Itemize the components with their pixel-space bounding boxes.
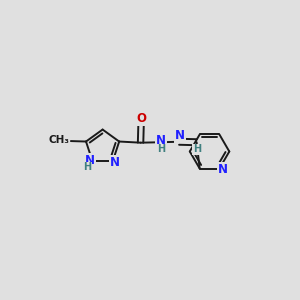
Text: H: H	[157, 144, 165, 154]
Text: H: H	[83, 162, 91, 172]
Text: N: N	[110, 156, 120, 169]
Text: H: H	[193, 144, 201, 154]
Text: N: N	[85, 154, 94, 167]
Text: N: N	[156, 134, 166, 147]
Text: CH₃: CH₃	[49, 135, 70, 146]
Text: O: O	[136, 112, 146, 125]
Text: N: N	[218, 163, 228, 176]
Text: N: N	[175, 129, 185, 142]
